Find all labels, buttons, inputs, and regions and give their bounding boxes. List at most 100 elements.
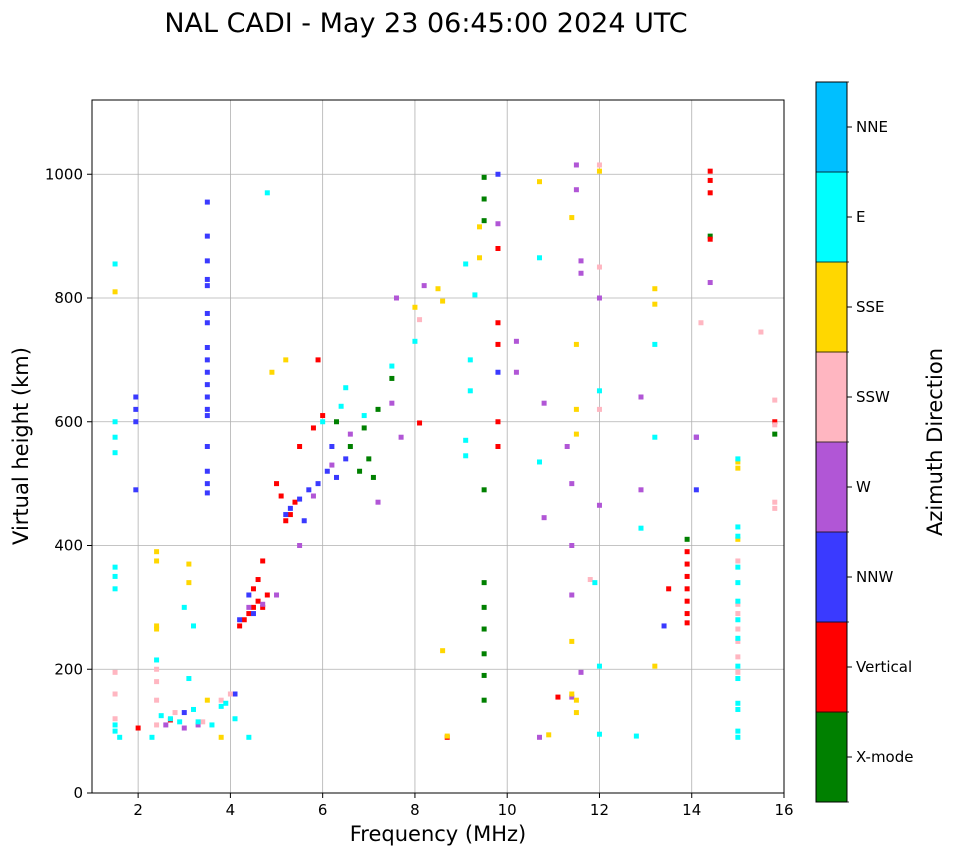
echo-point-w (541, 400, 547, 406)
echo-point-ssw (112, 691, 118, 697)
echo-point-x-mode (361, 425, 367, 431)
echo-point-w (693, 434, 699, 440)
echo-point-nnw (204, 444, 210, 449)
echo-point-ssw (772, 505, 778, 511)
echo-point-ssw (154, 666, 160, 672)
echo-point-ssw (112, 716, 118, 722)
echo-point-e (735, 524, 741, 530)
echo-point-ssw (596, 406, 602, 412)
echo-point-w (246, 604, 252, 610)
echo-point-nnw (204, 345, 210, 350)
colorbar-category-label: W (856, 478, 871, 496)
echo-point-w (596, 295, 602, 301)
echo-point-e (638, 525, 644, 531)
echo-point-e (232, 716, 238, 722)
echo-point-vertical (250, 586, 256, 592)
echo-point-nnw (133, 394, 139, 400)
echo-point-ssw (154, 722, 160, 728)
echo-point-sse (154, 558, 160, 564)
echo-point-sse (596, 168, 602, 174)
echo-point-vertical (278, 493, 284, 499)
echo-point-w (569, 481, 575, 487)
echo-point-x-mode (481, 487, 487, 493)
echo-point-e (735, 580, 741, 586)
y-tick-label: 800 (54, 289, 83, 307)
echo-point-nnw (287, 505, 293, 511)
echo-point-vertical (707, 236, 713, 242)
echo-point-e (735, 734, 741, 740)
echo-point-nnw (301, 518, 307, 524)
echo-point-nnw (204, 481, 210, 487)
echo-point-e (186, 676, 192, 682)
echo-point-w (375, 499, 381, 505)
echo-point-vertical (255, 577, 261, 583)
echo-point-e (112, 586, 118, 592)
echo-point-ssw (596, 264, 602, 270)
colorbar-category-label: Vertical (856, 658, 912, 676)
echo-point-x-mode (707, 233, 713, 239)
echo-point-vertical (255, 598, 261, 604)
echo-point-e (536, 255, 542, 261)
echo-point-e (112, 450, 118, 456)
echo-point-nnw (329, 444, 335, 449)
echo-point-e (320, 419, 326, 425)
colorbar-label: Azimuth Direction (923, 348, 947, 536)
echo-point-w (569, 592, 575, 598)
echo-point-vertical (417, 420, 423, 426)
echo-point-nnw (315, 481, 321, 487)
echo-point-e (149, 734, 155, 740)
echo-point-e (195, 719, 201, 725)
echo-point-nnw (204, 233, 210, 239)
echo-point-sse (536, 179, 542, 185)
y-tick-label: 600 (54, 413, 83, 431)
echo-point-e (735, 663, 741, 669)
echo-point-w (536, 734, 542, 740)
colorbar-segment (816, 172, 847, 263)
x-tick-label: 14 (682, 801, 701, 819)
echo-point-x-mode (481, 196, 487, 202)
echo-point-ssw (735, 558, 741, 564)
echo-point-vertical (495, 341, 501, 347)
echo-point-e (735, 728, 741, 734)
echo-point-e (112, 434, 118, 440)
echo-point-vertical (666, 586, 672, 592)
echo-point-vertical (135, 725, 141, 731)
echo-point-sse (283, 357, 289, 363)
echo-point-nnw (133, 487, 139, 493)
echo-point-vertical (274, 481, 280, 487)
echo-point-x-mode (481, 604, 487, 610)
echo-point-nnw (204, 276, 210, 282)
echo-point-vertical (237, 623, 243, 629)
echo-point-x-mode (481, 651, 487, 657)
echo-point-vertical (250, 604, 256, 610)
echo-point-vertical (707, 168, 713, 174)
x-axis-ticks: 2 4 6 8 10 12 14 16 (133, 793, 794, 819)
echo-point-x-mode (481, 697, 487, 703)
colorbar-category-label: X-mode (856, 748, 913, 766)
echo-point-x-mode (481, 672, 487, 678)
echo-point-ssw (112, 669, 118, 675)
echo-point-w (347, 431, 353, 437)
echo-point-sse (435, 286, 441, 292)
echo-point-w (389, 400, 395, 406)
echo-point-nnw (661, 623, 667, 629)
echo-point-vertical (684, 620, 690, 626)
echo-point-vertical (283, 518, 289, 524)
echo-point-ssw (772, 499, 778, 505)
echo-point-sse (269, 369, 275, 375)
colorbar-category-label: NNW (856, 568, 893, 586)
echo-point-vertical (684, 611, 690, 617)
echo-point-x-mode (375, 406, 381, 412)
colorbar-segment (816, 442, 847, 533)
echo-point-nnw (246, 592, 252, 598)
echo-point-sse (154, 626, 160, 632)
echo-point-nnw (204, 413, 210, 419)
echo-point-vertical (495, 246, 501, 251)
echo-point-w (707, 280, 713, 286)
echo-point-nnw (133, 419, 139, 425)
echo-point-vertical (495, 444, 501, 449)
y-tick-label: 200 (54, 660, 83, 678)
echo-point-vertical (264, 592, 270, 598)
y-axis-ticks: 0 200 400 600 800 1000 (45, 165, 92, 802)
